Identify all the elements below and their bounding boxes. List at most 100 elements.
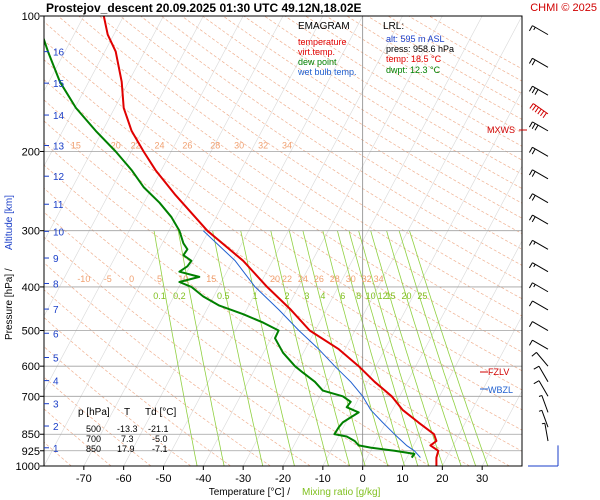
alt-tick-label: 12 <box>53 172 65 183</box>
wind-barb <box>528 282 549 293</box>
p-tick-label: 300 <box>22 226 40 238</box>
barb-flag <box>528 214 533 221</box>
wind-barb <box>528 300 549 311</box>
mixing-ratio-label: 6 <box>340 291 345 301</box>
level-table: p [hPa] T Td [°C] 500 -13.3 -21.1 700 7.… <box>78 407 176 454</box>
legend-item-wet-bulb: wet bulb temp. <box>297 67 357 77</box>
theta-label: 5 <box>157 274 162 284</box>
barb-flag <box>528 193 533 200</box>
dry-adiabat-line <box>44 236 351 466</box>
table-header-t: T <box>124 407 130 418</box>
x-tick-label: 0 <box>360 473 366 485</box>
x-tick-label: -10 <box>315 473 331 485</box>
alt-tick-label: 7 <box>53 305 59 316</box>
p-tick-label: 600 <box>22 361 40 373</box>
wind-barb <box>533 365 549 383</box>
x-tick-label: -20 <box>275 473 291 485</box>
barb-flag <box>528 121 533 128</box>
theta-label: 26 <box>314 274 324 284</box>
mixing-ratio-label: 4 <box>320 291 325 301</box>
wind-barb <box>528 57 549 68</box>
lrl-heading: LRL: <box>383 21 404 32</box>
barb-flag <box>533 365 540 370</box>
wind-barb <box>533 380 549 397</box>
p-tick-label: 200 <box>22 146 40 158</box>
mixing-ratio-line <box>153 230 198 466</box>
wind-barb <box>528 146 549 157</box>
mixing-ratio-label: 2 <box>284 291 289 301</box>
theta-label: 20 <box>111 140 121 150</box>
wind-barb <box>528 85 549 96</box>
barb-staff <box>532 300 549 311</box>
table-cell: 7.3 <box>121 434 134 444</box>
barb-flag <box>528 282 533 289</box>
barb-staff <box>532 121 549 132</box>
barb-flag <box>532 105 537 111</box>
barb-flag <box>528 147 533 153</box>
mixing-ratio-label: 0.1 <box>153 291 166 301</box>
barb-flag <box>534 124 539 131</box>
skew-grid-line <box>44 16 204 317</box>
table-cell: 700 <box>86 434 101 444</box>
theta-label: 30 <box>234 140 244 150</box>
mixing-ratio-line <box>212 230 264 466</box>
wind-barb <box>538 394 549 413</box>
x-tick-label: -60 <box>116 473 132 485</box>
axes: -70 -60 -50 -40 -30 -20 -10 0 10 20 30100200300400… <box>16 11 523 485</box>
barb-staff <box>532 214 549 225</box>
p-tick-label: 850 <box>22 429 40 441</box>
mixing-ratio-label: 20 <box>401 291 411 301</box>
alt-tick-label: 9 <box>53 254 59 265</box>
wind-barb <box>541 422 549 442</box>
theta-label: 34 <box>374 274 384 284</box>
alt-tick-label: 6 <box>53 329 59 340</box>
barb-staff <box>536 352 549 367</box>
theta-label: 0 <box>129 274 134 284</box>
dry-adiabat-line <box>202 16 522 219</box>
barb-flag <box>528 321 533 327</box>
p-tick-label: 100 <box>22 11 40 23</box>
skew-grid-line <box>44 16 164 242</box>
legend: EMAGRAM temperature virt.temp. dew point… <box>297 21 357 77</box>
theta-label: 22 <box>131 140 141 150</box>
skew-grid-line <box>362 165 522 466</box>
mixing-ratio-line <box>337 230 405 466</box>
wind-barbs <box>528 25 559 467</box>
mixing-ratio-line <box>409 230 489 466</box>
legend-item-dew-point: dew point <box>298 57 337 67</box>
wind-barb <box>538 409 549 428</box>
p-tick-label: 400 <box>22 282 40 294</box>
mixing-ratio-line <box>386 230 462 466</box>
barb-staff <box>532 239 549 250</box>
table-cell: 500 <box>86 424 101 434</box>
alt-tick-label: 13 <box>53 142 65 153</box>
legend-item-temperature: temperature <box>298 37 347 47</box>
p-tick-label: 925 <box>22 446 40 458</box>
barb-flag <box>533 380 540 385</box>
mixing-ratio-label: 12 <box>378 291 388 301</box>
barb-staff <box>532 57 549 68</box>
skew-grid-line <box>442 315 522 466</box>
grid-lines: 15 20 22 24 26 28 30 32 34-10 -5 0 5 10 15 20 22 24 26 28 3… <box>44 16 600 466</box>
theta-label: 28 <box>210 140 220 150</box>
wind-barb <box>528 321 549 331</box>
barb-flag <box>528 240 533 246</box>
mixing-ratio-line <box>240 230 295 466</box>
mixing-ratio-label: 25 <box>417 291 427 301</box>
alt-tick-label: 14 <box>53 111 65 122</box>
wetbulb-curve <box>202 230 421 458</box>
barb-staff <box>532 193 549 204</box>
skew-grid-line <box>562 16 600 466</box>
lrl-temp: temp: 18.5 °C <box>386 54 442 64</box>
dry-adiabat-line <box>44 39 522 372</box>
table-header-td: Td [°C] <box>145 407 176 418</box>
barb-flag <box>528 58 533 64</box>
barb-flag <box>534 89 539 95</box>
dry-adiabat-line <box>57 16 522 335</box>
wind-barb <box>528 25 549 36</box>
theta-label: 32 <box>362 274 372 284</box>
mixing-ratio-line <box>177 230 225 466</box>
x-tick-label: -40 <box>195 473 211 485</box>
theta-label: 28 <box>330 274 340 284</box>
theta-label: 34 <box>282 140 292 150</box>
